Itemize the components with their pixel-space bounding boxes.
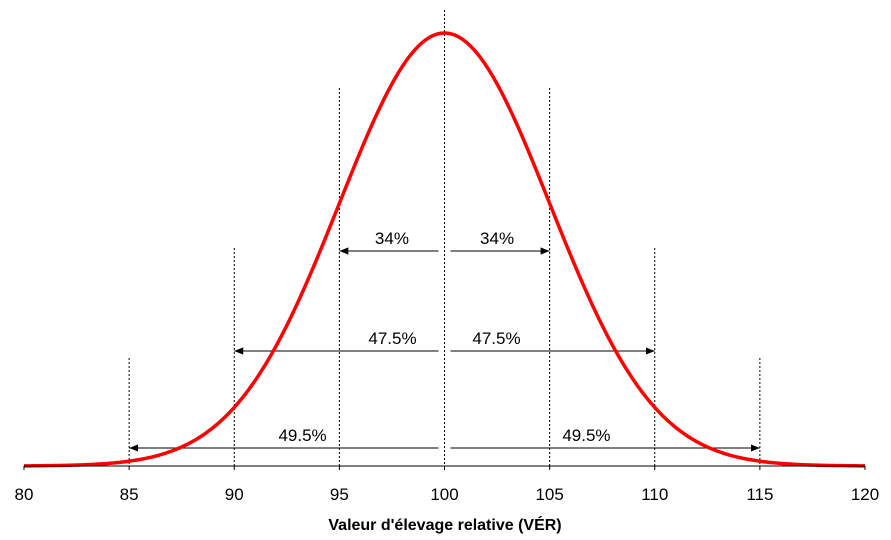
- annotation-label-5: 49.5%: [562, 426, 610, 445]
- x-tick-label-5: 105: [535, 485, 563, 504]
- x-tick-label-4: 100: [430, 485, 458, 504]
- x-tick-label-3: 95: [330, 485, 349, 504]
- x-tick-label-2: 90: [225, 485, 244, 504]
- curve-layer: [23, 31, 866, 468]
- x-axis-title: Valeur d'élevage relative (VÉR): [328, 515, 561, 534]
- annotation-label-2: 47.5%: [368, 329, 416, 348]
- x-tick-label-1: 85: [120, 485, 139, 504]
- distribution-curve: [23, 31, 866, 468]
- x-tick-label-0: 80: [15, 485, 34, 504]
- x-tick-label-7: 115: [746, 485, 773, 504]
- range-annotations: 34% 34% 47.5% 47.5% 49.5% 49.5%: [129, 229, 760, 452]
- x-axis: 80 85 90 95 100 105 110 115 120: [15, 465, 879, 504]
- reference-lines: [128, 10, 761, 466]
- x-tick-label-8: 120: [851, 485, 879, 504]
- annotation-label-4: 49.5%: [278, 426, 326, 445]
- x-tick-label-6: 110: [641, 485, 668, 504]
- annotation-label-0: 34%: [375, 229, 409, 248]
- annotation-label-1: 34%: [480, 229, 514, 248]
- annotation-label-3: 47.5%: [472, 329, 520, 348]
